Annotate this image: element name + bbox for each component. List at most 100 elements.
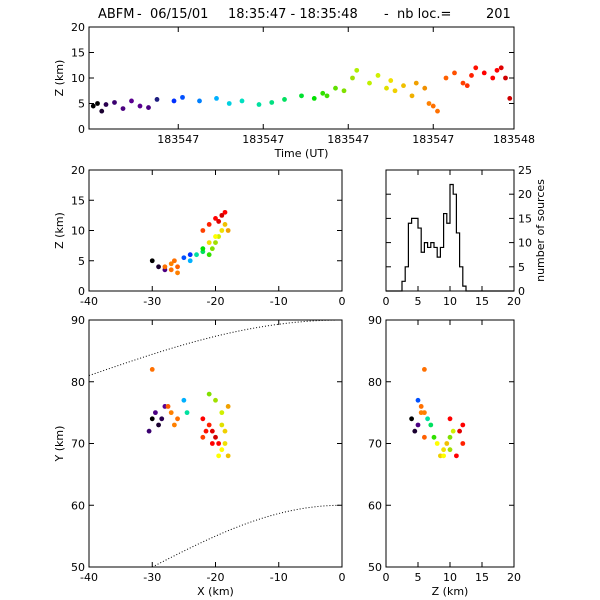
time_height-ytick-label: 5 xyxy=(78,98,85,111)
time_height-point xyxy=(180,94,185,100)
time_height-point xyxy=(490,75,496,81)
time_height-point xyxy=(129,98,134,104)
time_height-point xyxy=(413,80,419,86)
time_height-xlabel: Time (UT) xyxy=(274,147,329,160)
time_height-point xyxy=(226,101,232,106)
title-count: 201 xyxy=(486,7,511,22)
z_histogram-ytick-label: 25 xyxy=(518,164,532,177)
z_histogram-xtick-label: 5 xyxy=(415,295,422,308)
xz_profile-xtick-label: -30 xyxy=(143,295,161,308)
time_height-point xyxy=(146,105,151,110)
xz_profile-point xyxy=(175,270,180,276)
time_height-point xyxy=(430,103,436,109)
time_height-point xyxy=(443,75,449,81)
z_histogram-ytick-label: 10 xyxy=(518,237,532,250)
zy_profile-point xyxy=(409,416,414,422)
time_height-point xyxy=(282,97,287,102)
xy_plan-ytick-label: 80 xyxy=(71,376,85,389)
xz_profile-ytick-label: 10 xyxy=(71,225,85,238)
z_histogram-ytick-label: 20 xyxy=(518,188,532,201)
xz_profile-point xyxy=(219,212,225,218)
xz_profile-xtick-label: -20 xyxy=(207,295,225,308)
xy_plan-point xyxy=(209,441,215,446)
time_height-point xyxy=(350,75,355,81)
xy_plan-ytick-label: 60 xyxy=(71,499,85,512)
xy_plan-range-arc-outer xyxy=(88,319,343,377)
xz_profile-point xyxy=(200,228,206,233)
xz_profile-point xyxy=(162,264,168,270)
time_height-point xyxy=(214,96,219,101)
xz_profile-ylabel: Z (km) xyxy=(53,212,66,249)
xy_plan-ytick-label: 70 xyxy=(71,438,85,451)
zy_profile-ytick-label: 80 xyxy=(368,376,382,389)
xy_plan-point xyxy=(149,416,155,422)
z_histogram-xtick-label: 20 xyxy=(507,295,521,308)
title-time-range: 18:35:47 - 18:35:48 xyxy=(228,7,358,22)
zy_profile-point xyxy=(441,453,446,459)
time_height-point xyxy=(120,106,126,111)
time_height-point xyxy=(452,70,457,76)
zy_profile-ytick-label: 50 xyxy=(368,561,382,574)
zy_profile-xtick-label: 0 xyxy=(383,571,390,584)
xy_plan-point xyxy=(213,397,218,403)
xz_profile-point xyxy=(213,240,218,246)
time_height-point xyxy=(388,78,394,83)
xy_plan-point xyxy=(175,416,180,422)
xz_profile-point xyxy=(187,252,193,258)
zy_profile-point xyxy=(454,453,459,459)
xy_plan-point xyxy=(219,422,225,428)
time_height-point xyxy=(409,93,415,99)
time_height-point xyxy=(112,100,117,105)
time_height-point xyxy=(460,80,466,86)
xz_profile-point xyxy=(156,264,161,270)
zy_profile-point xyxy=(428,422,434,428)
time_height-point xyxy=(103,102,109,107)
xz_profile-xtick-label: -10 xyxy=(270,295,288,308)
svg-text:-: - xyxy=(137,7,142,22)
time_height-point xyxy=(354,67,360,73)
time_height-xtick-label: 183548 xyxy=(493,133,535,146)
xy_plan-point xyxy=(225,404,231,409)
zy_profile-ytick-label: 90 xyxy=(368,314,382,327)
time_height-point xyxy=(269,100,275,105)
xy_plan-point xyxy=(222,441,228,446)
zy_profile-point xyxy=(434,441,440,446)
xy_plan-range-arc-inner xyxy=(152,504,343,568)
time_height-point xyxy=(333,85,338,91)
xy_plan-xtick-label: 0 xyxy=(339,571,346,584)
zy_profile-point xyxy=(431,434,437,440)
zy_profile-point xyxy=(460,441,466,446)
z_histogram-xtick-label: 10 xyxy=(443,295,457,308)
xy_plan-point xyxy=(216,453,222,459)
zy_profile-point xyxy=(444,441,450,446)
zy_profile-points xyxy=(409,367,466,459)
xz_profile-point xyxy=(168,267,174,273)
time_height-ytick-label: 10 xyxy=(71,72,85,85)
xz_profile-point xyxy=(206,222,212,227)
time_height-point xyxy=(503,75,508,81)
xy_plan-ytick-label: 90 xyxy=(71,314,85,327)
time_height-ytick-label: 20 xyxy=(71,21,85,34)
xy_plan-xtick-label: -30 xyxy=(143,571,161,584)
time_height-point xyxy=(473,65,479,71)
zy_profile-xtick-label: 10 xyxy=(443,571,457,584)
xy_plan-point xyxy=(149,367,155,372)
title-count-label: nb loc.= xyxy=(397,7,451,22)
zy_profile-point xyxy=(447,434,453,440)
zy_profile-point xyxy=(460,422,466,428)
time_height-point xyxy=(375,73,381,78)
time_height-xtick-label: 183547 xyxy=(327,133,369,146)
xy_plan-point xyxy=(156,422,161,428)
zy_profile-ytick-label: 70 xyxy=(368,438,382,451)
xz_profile-point xyxy=(175,264,180,270)
time_height-point xyxy=(341,88,347,94)
time_height-point xyxy=(154,97,160,102)
xy_plan-point xyxy=(222,428,228,434)
time_height-point xyxy=(197,98,202,104)
xy_plan-point xyxy=(216,441,222,446)
xz_profile-ytick-label: 0 xyxy=(78,285,85,298)
xz_profile-point xyxy=(168,261,174,267)
xy_plan-point xyxy=(219,410,225,416)
xy_plan-point xyxy=(213,434,218,440)
